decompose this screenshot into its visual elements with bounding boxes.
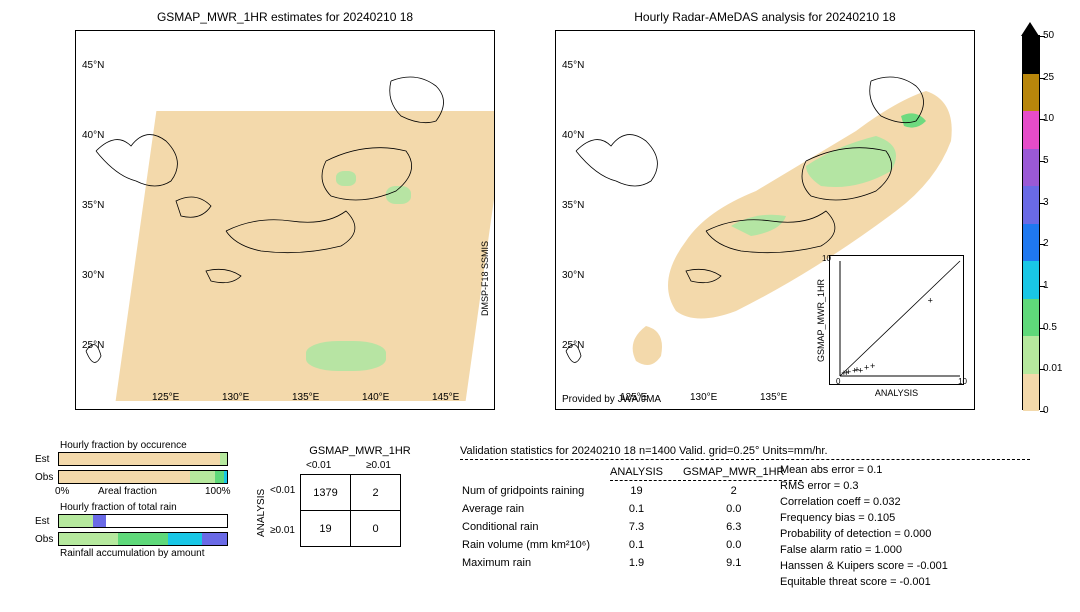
ct-row-header: ANALYSIS (256, 476, 267, 550)
lat-tick: 30°N (82, 270, 104, 281)
lat-tick: 45°N (562, 60, 584, 71)
lat-tick: 25°N (562, 340, 584, 351)
svg-text:+: + (858, 366, 863, 376)
lon-tick: 130°E (690, 392, 717, 403)
svg-text:+: + (870, 361, 875, 371)
ct-col-label: <0.01 (306, 460, 331, 471)
bar-row-label: Est (35, 454, 49, 465)
rain-patch (386, 186, 411, 204)
scatter-xlabel: ANALYSIS (830, 388, 963, 398)
ct-cell: 19 (301, 511, 351, 547)
lat-tick: 40°N (562, 130, 584, 141)
pct-0: 0% (55, 486, 69, 497)
lat-tick: 35°N (82, 200, 104, 211)
lat-tick: 30°N (562, 270, 584, 281)
lon-tick: 145°E (432, 392, 459, 403)
lat-tick: 45°N (82, 60, 104, 71)
ct-row-label: <0.01 (270, 485, 295, 496)
accum-title: Rainfall accumulation by amount (60, 548, 205, 559)
validation-table: ANALYSISGSMAP_MWR_1HR Num of gridpoints … (460, 462, 804, 573)
occurrence-title: Hourly fraction by occurence (60, 440, 187, 451)
rain-patch (336, 171, 356, 186)
bar-row-label: Est (35, 516, 49, 527)
colorbar: 50251053210.50.010 (1022, 35, 1040, 410)
svg-text:+: + (928, 296, 933, 306)
bar-row-label: Obs (35, 534, 53, 545)
left-map-panel: DMSP-F18 SSMIS (75, 30, 495, 410)
ct-col-label: ≥0.01 (366, 460, 391, 471)
lat-tick: 35°N (562, 200, 584, 211)
right-map-title: Hourly Radar-AMeDAS analysis for 2024021… (555, 10, 975, 24)
lon-tick: 125°E (152, 392, 179, 403)
lat-tick: 40°N (82, 130, 104, 141)
satellite-label: DMSP-F18 SSMIS (480, 241, 490, 316)
occ-obs-bar (58, 470, 228, 484)
contingency-table: 13792 190 (300, 474, 401, 547)
ct-row-label: ≥0.01 (270, 525, 295, 536)
lat-tick: 25°N (82, 340, 104, 351)
rain-patch (306, 341, 386, 371)
svg-text:+: + (864, 362, 869, 372)
tot-est-bar (58, 514, 228, 528)
validation-title: Validation statistics for 20240210 18 n=… (460, 445, 1030, 460)
areal-label: Areal fraction (98, 486, 157, 497)
ct-col-header: GSMAP_MWR_1HR (300, 445, 420, 457)
left-map-title: GSMAP_MWR_1HR estimates for 20240210 18 (75, 10, 495, 24)
lon-tick: 130°E (222, 392, 249, 403)
tot-obs-bar (58, 532, 228, 546)
lon-tick: 125°E (620, 392, 647, 403)
lon-tick: 140°E (362, 392, 389, 403)
totalrain-title: Hourly fraction of total rain (60, 502, 177, 513)
scatter-inset: +++++++++ ANALYSIS GSMAP_MWR_1HR 10 10 0 (829, 255, 964, 385)
pct-100: 100% (205, 486, 231, 497)
lon-tick: 135°E (760, 392, 787, 403)
right-map-panel: Provided by JWA/JMA +++++++++ ANALYSIS G… (555, 30, 975, 410)
bar-row-label: Obs (35, 472, 53, 483)
ct-cell: 0 (351, 511, 401, 547)
val-col-header: ANALYSIS (610, 464, 681, 481)
validation-metrics: Mean abs error = 0.1RMS error = 0.3Corre… (780, 462, 948, 590)
lon-tick: 135°E (292, 392, 319, 403)
ct-cell: 2 (351, 475, 401, 511)
occ-est-bar (58, 452, 228, 466)
svg-text:+: + (846, 367, 851, 377)
scatter-ylabel: GSMAP_MWR_1HR (816, 256, 826, 384)
ct-cell: 1379 (301, 475, 351, 511)
